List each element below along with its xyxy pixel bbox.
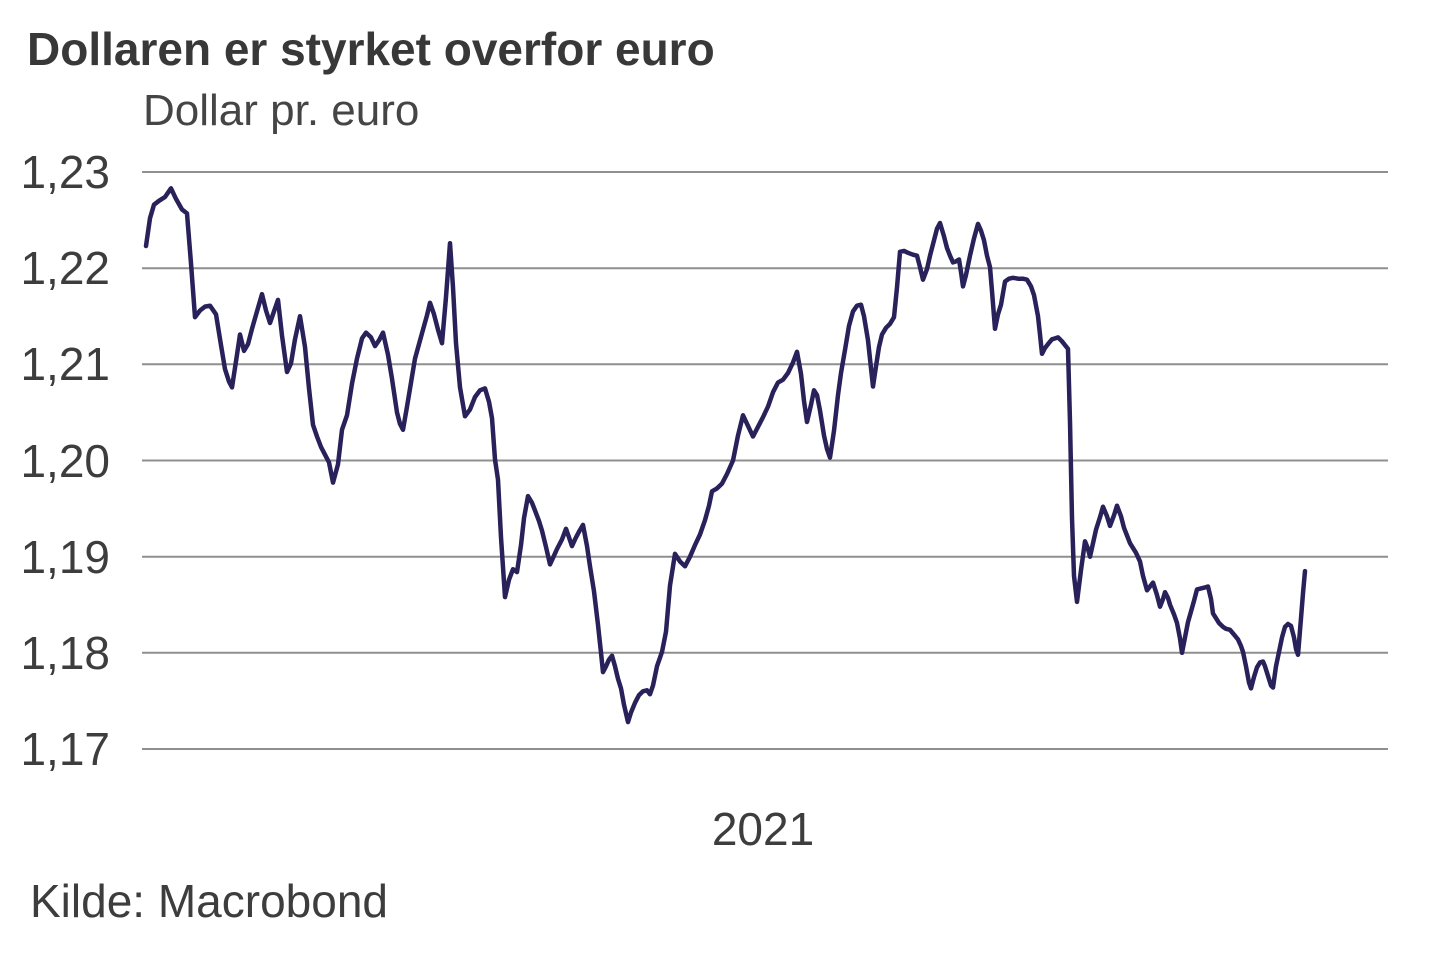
- chart-subtitle: Dollar pr. euro: [143, 86, 420, 135]
- gridlines: [142, 171, 1388, 750]
- y-tick-label: 1,19: [20, 531, 110, 583]
- y-tick-label: 1,23: [20, 146, 110, 198]
- y-tick-label: 1,18: [20, 627, 110, 679]
- x-axis-year-label: 2021: [711, 803, 815, 855]
- chart-title: Dollaren er styrket overfor euro: [27, 23, 715, 75]
- eurusd-line: [143, 186, 1308, 725]
- y-tick-label: 1,22: [20, 242, 110, 294]
- source-caption: Kilde: Macrobond: [30, 875, 388, 927]
- y-tick-label: 1,21: [20, 338, 110, 390]
- y-tick-label: 1,17: [20, 723, 110, 775]
- y-tick-label: 1,20: [20, 435, 110, 487]
